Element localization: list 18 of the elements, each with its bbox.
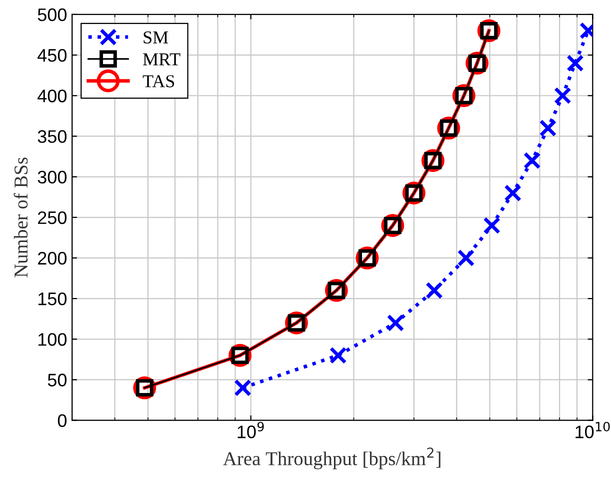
y-tick-label: 100 [38,333,67,346]
legend-label: SM [144,31,168,44]
y-tick-label: 200 [38,252,67,265]
y-tick-label: 400 [38,90,67,102]
y-tick-label: 500 [38,8,67,22]
legend-label: TAS [142,75,174,88]
y-axis-title: Number of BSs [14,158,28,278]
y-tick-label: 50 [48,374,67,386]
y-tick-label: 350 [38,130,67,143]
x-tick-label: 10$^{9}$ [238,422,264,438]
x-axis-title: Area Throughput [bps/km$^{2}$] [223,448,440,470]
y-tick-label: 450 [38,48,67,62]
y-tick-label: 250 [38,211,67,224]
y-tick-label: 0 [58,414,67,428]
x-tick-label: 10$^{10}$ [576,422,610,438]
y-tick-label: 150 [38,292,67,306]
legend-label: MRT [143,53,180,66]
y-tick-label: 300 [38,170,67,184]
